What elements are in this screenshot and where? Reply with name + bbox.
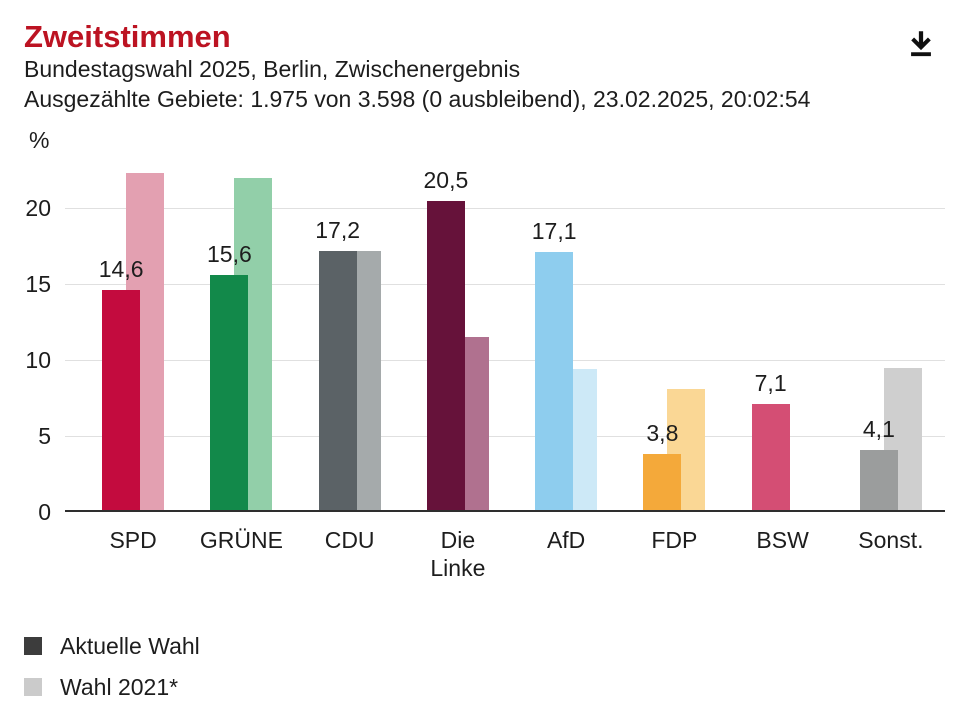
download-button[interactable] <box>904 24 944 64</box>
x-axis-label-6: BSW <box>756 527 809 553</box>
legend-label-current: Aktuelle Wahl <box>60 633 200 659</box>
y-tick-label: 20 <box>25 195 51 222</box>
x-axis-label-0: SPD <box>109 527 157 553</box>
y-tick-label: 10 <box>25 347 51 374</box>
x-axis-label-1: GRÜNE <box>199 527 283 553</box>
bar-group-1: 15,6 <box>206 155 273 512</box>
bar-current-0 <box>102 290 141 512</box>
bar-value-label: 3,8 <box>646 420 679 447</box>
y-tick-label: 15 <box>25 271 51 298</box>
bar-value-label: 15,6 <box>206 241 252 268</box>
y-tick-label: 5 <box>38 423 51 450</box>
bar-current-4 <box>535 252 574 512</box>
bar-group-3: 20,5 <box>423 155 489 512</box>
gridline <box>65 360 945 362</box>
bar-group-2: 17,2 <box>315 155 381 512</box>
gridline <box>65 436 945 438</box>
x-axis-line <box>65 510 945 512</box>
bar-current-5 <box>643 454 682 512</box>
legend-item-previous: Wahl 2021* <box>24 673 968 701</box>
bar-groups: 14,6 15,6 17,2 20,5 17,1 3,8 7,1 4,1 <box>79 155 945 512</box>
bar-value-label: 20,5 <box>423 166 469 193</box>
bar-value-label: 4,1 <box>862 415 895 442</box>
bar-group-4: 17,1 <box>531 155 598 512</box>
download-icon <box>911 31 931 57</box>
bar-value-label: 14,6 <box>98 256 144 283</box>
gridline <box>65 208 945 210</box>
page-title: Zweitstimmen <box>24 19 231 54</box>
bar-value-label: 17,1 <box>531 218 577 245</box>
legend-item-current: Aktuelle Wahl <box>24 632 968 660</box>
x-axis-label-7: Sonst. <box>858 527 924 553</box>
bar-group-5: 3,8 <box>643 155 706 512</box>
x-axis-label-2: CDU <box>324 527 375 553</box>
bar-current-3 <box>426 200 465 512</box>
counted-areas-status: Ausgezählte Gebiete: 1.975 von 3.598 (0 … <box>24 86 811 112</box>
bar-group-0: 14,6 <box>98 155 165 512</box>
bar-value-label: 17,2 <box>315 216 361 243</box>
x-axis-label-3: Die Linke <box>430 527 486 581</box>
bar-value-label: 7,1 <box>754 370 787 397</box>
bar-group-6: 7,1 <box>751 155 814 512</box>
legend-swatch-previous <box>24 678 42 696</box>
y-axis-unit-label: % <box>29 127 50 153</box>
bar-current-6 <box>751 404 790 512</box>
gridline <box>65 284 945 286</box>
plot-area: % 14,6 15,6 17,2 20,5 17,1 3,8 7,1 4,1 0 5 10 15 20 <box>25 127 945 525</box>
bar-current-7 <box>859 449 898 512</box>
bar-current-2 <box>318 250 357 512</box>
chart-subtitle: Bundestagswahl 2025, Berlin, Zwischenerg… <box>24 56 521 82</box>
x-axis-label-5: FDP <box>651 527 698 553</box>
x-axis-labels: SPD GRÜNE CDU Die Linke AfD FDP BSW Sonst. <box>79 526 945 582</box>
header: Zweitstimmen Bundestagswahl 2025, Berlin… <box>0 0 968 114</box>
x-axis-label-4: AfD <box>546 527 586 553</box>
bar-group-7: 4,1 <box>859 155 922 512</box>
legend-swatch-current <box>24 637 42 655</box>
bar-current-1 <box>210 275 249 512</box>
legend: Aktuelle Wahl Wahl 2021* <box>24 632 968 701</box>
legend-label-previous: Wahl 2021* <box>60 674 179 700</box>
y-tick-label: 0 <box>38 499 51 525</box>
